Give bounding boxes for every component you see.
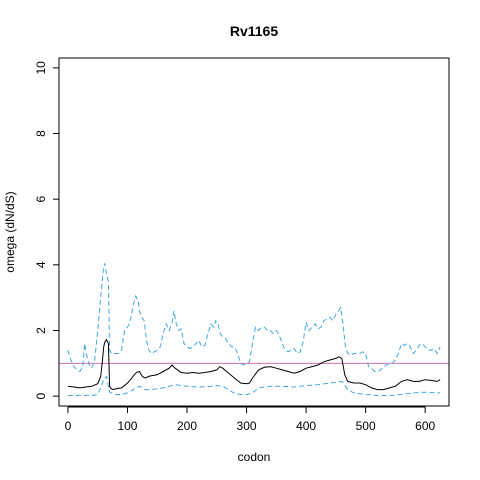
series-line-lower-bound — [67, 375, 441, 396]
x-tick-label: 500 — [356, 419, 376, 433]
y-tick-label: 0 — [34, 392, 48, 399]
x-tick-label: 0 — [65, 419, 72, 433]
x-axis-label: codon — [238, 450, 271, 464]
x-tick-label: 300 — [237, 419, 257, 433]
y-axis-label: omega (dN/dS) — [3, 191, 17, 272]
plot-frame — [58, 57, 450, 407]
x-tick-label: 100 — [117, 419, 137, 433]
series-line-upper-bound — [67, 263, 441, 373]
x-tick-label: 200 — [177, 419, 197, 433]
y-tick-label: 4 — [34, 261, 48, 268]
y-tick-label: 2 — [34, 327, 48, 334]
y-tick-label: 10 — [34, 61, 48, 75]
y-tick-label: 8 — [34, 130, 48, 137]
plot-area — [59, 263, 449, 396]
x-tick-label: 600 — [415, 419, 435, 433]
y-axis: 0 2 4 6 8 10 — [34, 61, 60, 399]
y-tick-label: 6 — [34, 196, 48, 203]
x-axis: 0 100 200 300 400 500 600 — [65, 406, 436, 433]
x-tick-label: 400 — [296, 419, 316, 433]
chart-title: Rv1165 — [230, 23, 278, 39]
series-line-estimate — [67, 338, 441, 391]
